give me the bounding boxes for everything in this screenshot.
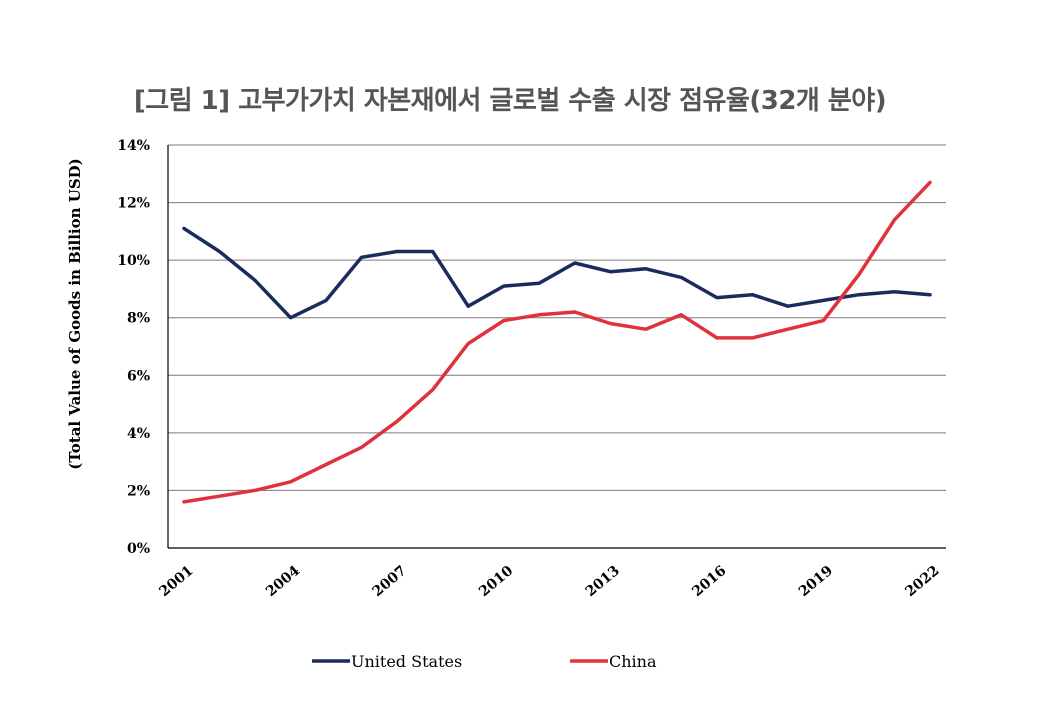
y-tick-label: 2% xyxy=(127,483,150,499)
series-line-united-states xyxy=(182,226,932,320)
series-lines xyxy=(182,180,932,504)
x-tick-label: 2022 xyxy=(902,563,942,600)
axes xyxy=(167,145,946,549)
y-tick-label: 10% xyxy=(117,253,150,269)
x-tick-label: 2010 xyxy=(476,563,516,600)
legend-label: China xyxy=(609,652,657,671)
x-tick-label: 2007 xyxy=(370,563,410,600)
y-tick-labels: 0% 2% 4% 6% 8% 10% 12% 14% xyxy=(117,138,150,557)
x-tick-label: 2004 xyxy=(263,563,303,600)
x-tick-label: 2013 xyxy=(583,563,623,600)
y-tick-label: 14% xyxy=(117,138,150,154)
y-tick-label: 8% xyxy=(127,311,150,327)
series-line-china xyxy=(182,180,932,504)
chart-title: [그림 1] 고부가가치 자본재에서 글로벌 수출 시장 점유율(32개 분야) xyxy=(133,86,887,116)
legend-label: United States xyxy=(351,652,462,671)
x-tick-labels: 2001 2004 2007 2010 2013 2016 2019 2022 xyxy=(156,563,942,600)
y-tick-label: 4% xyxy=(127,426,150,442)
y-tick-label: 12% xyxy=(117,196,150,212)
y-tick-label: 6% xyxy=(127,368,150,384)
y-axis-label: (Total Value of Goods in Billion USD) xyxy=(66,158,84,470)
legend: United States China xyxy=(312,652,657,671)
x-tick-label: 2019 xyxy=(796,563,836,600)
x-tick-label: 2016 xyxy=(689,563,729,600)
x-tick-label: 2001 xyxy=(156,563,196,600)
gridlines xyxy=(168,144,946,491)
y-tick-label: 0% xyxy=(127,541,150,557)
